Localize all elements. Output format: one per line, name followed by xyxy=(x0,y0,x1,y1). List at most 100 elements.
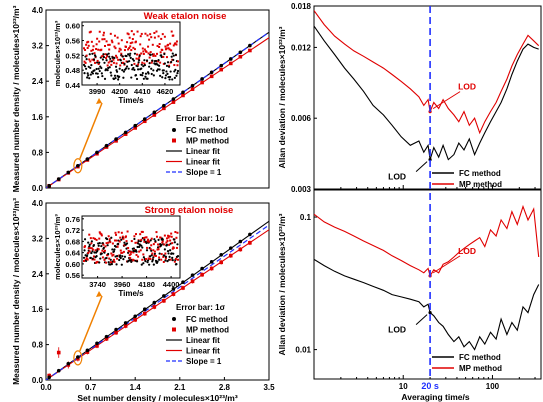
inset-mp-dot xyxy=(102,34,105,37)
inset-y-tick-label: 0.48 xyxy=(65,66,80,75)
inset-fc-dot xyxy=(100,72,103,75)
x-tick-label: 3.5 xyxy=(263,383,275,392)
inset-mp-dot xyxy=(101,256,104,259)
inset-mp-dot xyxy=(162,255,165,258)
inset-mp-dot xyxy=(170,30,173,33)
inset-mp-dot xyxy=(105,57,108,60)
inset-fc-dot xyxy=(101,74,104,78)
inset-mp-dot xyxy=(148,56,151,59)
fc-point xyxy=(171,97,176,101)
inset-fc-dot xyxy=(99,257,102,260)
inset-mp-dot xyxy=(94,61,97,64)
fc-point xyxy=(142,307,147,312)
inset-mp-dot xyxy=(143,48,146,51)
inset-mp-dot xyxy=(170,235,173,238)
inset-mp-dot xyxy=(87,40,90,43)
inset-mp-dot xyxy=(125,45,128,48)
inset-mp-dot xyxy=(155,231,158,234)
inset-y-tick-label: 0.56 xyxy=(65,37,80,46)
fc-point xyxy=(123,130,128,135)
y-tick-label: 0.1 xyxy=(300,213,312,222)
inset-fc-dot xyxy=(111,56,114,59)
inset-mp-dot xyxy=(91,58,94,61)
inset-mp-dot xyxy=(136,30,139,33)
inset-fc-dot xyxy=(162,72,165,75)
inset-mp-dot xyxy=(152,54,155,57)
inset-mp-dot xyxy=(149,51,152,54)
inset-fc-dot xyxy=(90,251,93,255)
inset-mp-dot xyxy=(137,255,140,258)
inset-fc-dot xyxy=(120,263,123,266)
inset-fc-dot xyxy=(117,78,120,81)
fc-point xyxy=(200,77,204,81)
inset-mp-dot xyxy=(143,240,146,243)
inset-mp-dot xyxy=(109,241,112,244)
inset-fc-dot xyxy=(143,238,146,241)
inset-fc-dot xyxy=(154,240,157,243)
inset-fc-dot xyxy=(102,53,105,56)
inset-fc-dot xyxy=(118,75,121,78)
inset-fc-dot xyxy=(164,77,167,80)
legend-label: MP method xyxy=(459,180,502,189)
inset-fc-dot xyxy=(82,256,86,259)
inset-mp-dot xyxy=(92,45,95,48)
inset-fc-dot xyxy=(142,77,145,80)
inset-fc-dot xyxy=(127,67,130,70)
inset-fc-dot xyxy=(142,262,145,265)
inset-fc-dot xyxy=(125,65,129,68)
inset-mp-dot xyxy=(96,59,99,62)
inset-fc-dot xyxy=(122,76,125,79)
inset-x-tick-label: 4400 xyxy=(163,280,180,289)
y-tick-label: 3.2 xyxy=(32,42,44,51)
inset-fc-dot xyxy=(140,67,143,70)
inset-mp-dot xyxy=(112,258,115,261)
inset-mp-dot xyxy=(130,49,133,52)
inset-fc-dot xyxy=(150,67,153,70)
mp-point xyxy=(142,311,147,316)
lod-label: LOD xyxy=(388,325,406,335)
mp-allan-line xyxy=(314,204,540,278)
inset-fc-dot xyxy=(142,65,145,68)
inset-fc-dot xyxy=(164,259,167,262)
inset-fc-dot xyxy=(100,244,103,248)
inset-fc-dot xyxy=(143,63,147,67)
inset-fc-dot xyxy=(89,256,92,259)
inset-fc-dot xyxy=(85,259,88,262)
inset-mp-dot xyxy=(118,240,121,243)
inset-fc-dot xyxy=(115,263,118,266)
fc-point xyxy=(219,252,224,257)
inset-mp-dot xyxy=(175,236,178,239)
inset-fc-dot xyxy=(98,242,101,245)
inset-fc-dot xyxy=(86,72,89,75)
fc-point xyxy=(95,150,99,155)
inset-mp-dot xyxy=(110,252,113,255)
inset-fc-dot xyxy=(161,238,164,241)
inset-fc-dot xyxy=(103,251,106,254)
inset-fc-dot xyxy=(87,74,90,77)
inset-fc-dot xyxy=(137,240,140,243)
fc-point xyxy=(162,103,166,108)
mp-point xyxy=(209,74,214,79)
inset-mp-dot xyxy=(133,235,136,238)
inset-y-label: molecules×10²³/m³ xyxy=(53,20,62,86)
inset-mp-dot xyxy=(134,40,137,43)
inset-mp-dot xyxy=(135,253,138,256)
mp-point xyxy=(248,48,252,53)
inset-fc-dot xyxy=(167,258,171,261)
inset-fc-dot xyxy=(173,70,176,73)
x-axis-label: Averaging time/s xyxy=(401,392,469,402)
inset-mp-dot xyxy=(160,253,163,256)
inset-mp-dot xyxy=(112,253,115,256)
inset-mp-dot xyxy=(140,52,143,55)
mp-point xyxy=(162,106,166,111)
plot-frame xyxy=(45,202,270,381)
fc-point xyxy=(152,110,157,115)
y-axis-label: Allan deviation / molecules×10²³/m³ xyxy=(277,26,287,168)
inset-mp-dot xyxy=(128,250,131,253)
inset-mp-dot xyxy=(90,242,93,245)
inset-fc-dot xyxy=(171,256,174,259)
inset-fc-dot xyxy=(110,236,113,239)
inset-mp-dot xyxy=(130,30,133,33)
inset-mp-dot xyxy=(139,43,142,46)
inset-mp-dot xyxy=(108,43,111,46)
